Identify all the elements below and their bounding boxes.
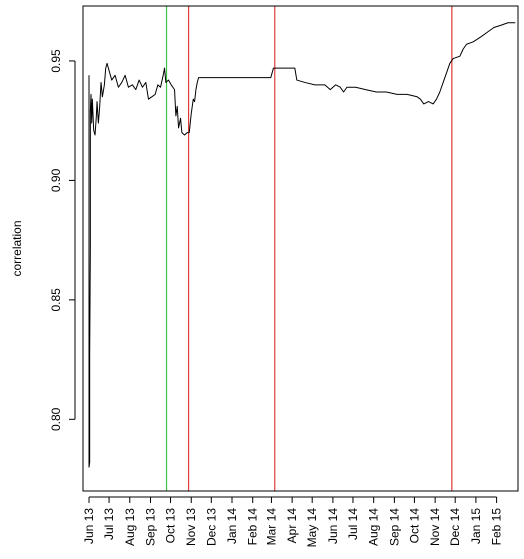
x-tick-label: Jan 15 [469, 508, 483, 544]
plot-area-frame [82, 5, 519, 492]
x-tick-label: Mar 14 [264, 508, 278, 546]
x-tick-label: Sep 14 [387, 508, 401, 546]
y-axis-title: correlation [10, 220, 24, 276]
x-tick-label: Feb 14 [246, 508, 260, 546]
x-tick-label: Feb 15 [490, 508, 504, 546]
y-tick-label: 0.95 [49, 49, 63, 73]
x-tick-label: Oct 14 [407, 508, 421, 544]
x-axis: Jun 13 Jul 13 Aug 13 Sep 13 Oct 13 Nov 13 Dec … [82, 496, 504, 548]
x-tick-label: Nov 14 [428, 508, 442, 546]
x-tick-label: Oct 13 [164, 508, 178, 544]
x-tick-label: Sep 13 [143, 508, 157, 546]
x-tick-label: Jun 13 [82, 508, 96, 544]
y-tick-label: 0.90 [49, 168, 63, 192]
y-axis: 0.80 0.85 0.90 0.95 [49, 49, 76, 431]
y-tick-label: 0.80 [49, 407, 63, 431]
x-tick-label: Dec 13 [204, 508, 218, 546]
x-tick-label: Apr 14 [285, 508, 299, 544]
x-tick-label: Aug 13 [123, 508, 137, 546]
series-layer [88, 22, 516, 468]
x-tick-label: Jun 14 [326, 508, 340, 544]
x-tick-label: May 14 [305, 508, 319, 548]
x-tick-label: Jan 14 [225, 508, 239, 544]
x-tick-label: Aug 14 [367, 508, 381, 546]
event-markers [165, 6, 453, 491]
x-tick-label: Jul 14 [346, 508, 360, 540]
correlation-series-line [88, 22, 516, 468]
x-tick-label: Nov 13 [184, 508, 198, 546]
x-tick-label: Jul 13 [102, 508, 116, 540]
x-tick-label: Dec 14 [448, 508, 462, 546]
y-tick-label: 0.85 [49, 288, 63, 312]
